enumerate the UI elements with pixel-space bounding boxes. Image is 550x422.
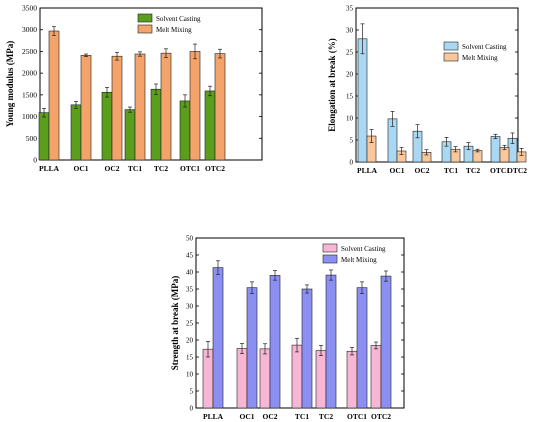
y-tick-label: 30 <box>186 303 194 311</box>
y-tick-label: 35 <box>346 5 354 13</box>
x-category-label: OC2 <box>105 164 120 173</box>
x-category-label: TC2 <box>319 412 333 421</box>
x-category-label: TC1 <box>128 164 142 173</box>
x-category-label: PLLA <box>357 166 378 175</box>
x-category-label: OC1 <box>74 164 89 173</box>
x-category-label: OC2 <box>263 412 278 421</box>
bar-melt-mixing-plla <box>212 267 224 409</box>
bar-melt-mixing-plla <box>48 30 60 161</box>
y-tick-label: 0 <box>33 156 37 165</box>
x-category-label: TC2 <box>154 164 168 173</box>
bar-melt-mixing-tc1 <box>134 53 146 161</box>
bar-solvent-casting-otc2 <box>370 345 382 409</box>
x-category-label: OTC2 <box>371 412 391 421</box>
legend-swatch <box>443 41 459 51</box>
bar-solvent-casting-otc1 <box>346 350 358 409</box>
bar-solvent-casting-otc1 <box>490 136 501 163</box>
bar-solvent-casting-oc1 <box>236 348 248 409</box>
y-tick-label: 5 <box>350 137 354 145</box>
y-tick-label: 30 <box>346 27 354 35</box>
y-tick-label: 1000 <box>22 112 37 121</box>
legend-label: Melt Mixing <box>341 256 377 264</box>
y-tick-label: 10 <box>186 371 194 379</box>
chart-panel-2: 0 5 10 15 20 25 30 35 Elongation at break (%) PLL… <box>327 5 527 176</box>
bar-solvent-casting-oc1 <box>70 104 82 161</box>
y-axis-label: Young modulus (MPa) <box>5 41 15 128</box>
x-category-label: OTC1 <box>180 164 200 173</box>
y-tick-label: 2000 <box>22 69 37 78</box>
legend-swatch <box>443 52 459 62</box>
bar-melt-mixing-otc2 <box>380 275 392 409</box>
y-tick-label: 45 <box>186 252 194 260</box>
bar-melt-mixing-oc2 <box>269 275 281 409</box>
y-tick-label: 25 <box>186 320 194 328</box>
bar-melt-mixing-tc2 <box>472 150 483 163</box>
x-category-label: TC1 <box>444 166 458 175</box>
y-tick-label: 1500 <box>22 90 37 99</box>
y-tick-label: 15 <box>346 93 354 101</box>
bar-solvent-casting-plla <box>38 112 50 161</box>
x-category-label: OTC2 <box>507 166 527 175</box>
y-tick-label: 15 <box>186 354 194 362</box>
y-tick-label: 500 <box>26 134 38 143</box>
bar-melt-mixing-tc2 <box>160 52 172 161</box>
x-category-label: TC2 <box>466 166 480 175</box>
y-axis-label: Elongation at break (%) <box>327 38 337 132</box>
y-tick-label: 20 <box>186 337 194 345</box>
legend-label: Solvent Casting <box>462 43 507 51</box>
y-tick-label: 35 <box>186 286 194 294</box>
y-tick-label: 3500 <box>22 4 37 13</box>
legend-label: Solvent Casting <box>156 15 201 23</box>
bar-solvent-casting-plla <box>202 348 214 409</box>
legend-swatch <box>137 24 153 34</box>
y-tick-label: 0 <box>350 159 354 167</box>
x-category-label: TC1 <box>295 412 309 421</box>
bar-solvent-casting-tc1 <box>291 344 303 409</box>
bar-melt-mixing-tc1 <box>301 288 313 409</box>
x-category-label: OTC2 <box>205 164 225 173</box>
y-tick-label: 40 <box>186 269 194 277</box>
legend-label: Melt Mixing <box>156 26 192 34</box>
y-tick-label: 0 <box>190 405 194 413</box>
y-tick-label: 2500 <box>22 47 37 56</box>
bar-solvent-casting-oc2 <box>259 348 271 409</box>
bar-melt-mixing-otc2 <box>214 53 226 161</box>
legend-swatch <box>322 254 338 264</box>
bar-melt-mixing-otc1 <box>189 51 201 161</box>
x-category-label: OC2 <box>415 166 430 175</box>
x-category-label: OTC1 <box>347 412 367 421</box>
bar-solvent-casting-otc1 <box>179 100 191 161</box>
bar-solvent-casting-otc2 <box>204 90 216 161</box>
bar-melt-mixing-tc2 <box>325 274 337 409</box>
bar-solvent-casting-tc1 <box>124 109 136 161</box>
bar-melt-mixing-oc1 <box>246 287 258 409</box>
y-tick-label: 5 <box>190 388 194 396</box>
bar-melt-mixing-oc2 <box>111 55 123 161</box>
y-tick-label: 3000 <box>22 25 37 34</box>
x-category-label: PLLA <box>203 412 224 421</box>
y-tick-label: 20 <box>346 71 354 79</box>
bar-solvent-casting-tc2 <box>315 350 327 409</box>
x-category-label: PLLA <box>39 164 60 173</box>
legend-swatch <box>137 13 153 23</box>
plot-frame <box>355 7 519 163</box>
y-tick-label: 10 <box>346 115 354 123</box>
x-category-label: OC1 <box>390 166 405 175</box>
y-axis-label: Strength at break (MPa) <box>170 276 180 370</box>
legend-swatch <box>322 243 338 253</box>
chart-panel-3: 0 5 10 15 20 25 30 35 40 45 50 Strength at break (M… <box>170 235 405 421</box>
x-category-label: OTC1 <box>490 166 510 175</box>
bar-solvent-casting-tc2 <box>150 88 162 161</box>
chart-panel-1: 0 500 1000 1500 2000 2500 3000 3500 Young modulu… <box>5 4 263 173</box>
legend-label: Melt Mixing <box>462 54 498 62</box>
x-category-label: OC1 <box>240 412 255 421</box>
bar-melt-mixing-otc1 <box>356 287 368 409</box>
bar-solvent-casting-oc2 <box>101 91 113 161</box>
y-tick-label: 25 <box>346 49 354 57</box>
legend-label: Solvent Casting <box>341 245 386 253</box>
y-tick-label: 50 <box>186 235 194 243</box>
bar-melt-mixing-oc1 <box>80 55 92 161</box>
bar-solvent-casting-plla <box>357 38 368 163</box>
